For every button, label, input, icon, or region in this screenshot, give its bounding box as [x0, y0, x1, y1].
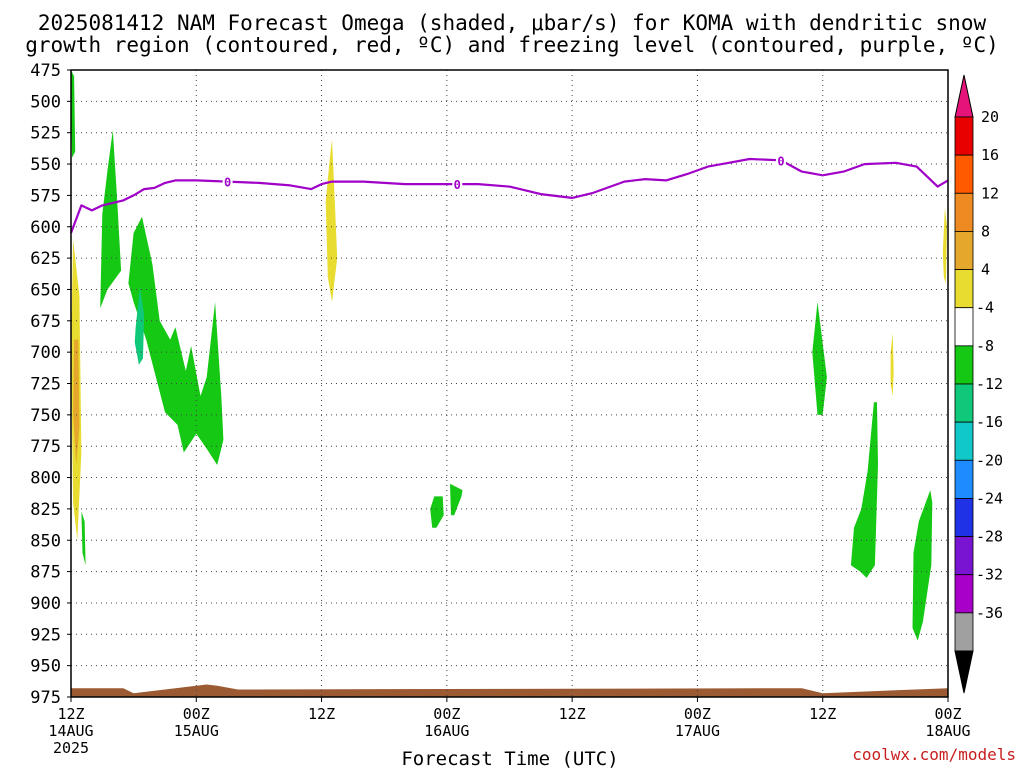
omega-region-14	[942, 207, 947, 284]
x-tick-label: 15AUG	[174, 722, 219, 740]
y-tick-label: 975	[30, 688, 61, 708]
x-tick-label: 12Z	[559, 705, 586, 723]
omega-region-12	[890, 333, 894, 396]
freezing-level-label: 0	[454, 178, 461, 192]
colorbar-top-arrow	[954, 74, 974, 118]
colorbar-swatch	[954, 459, 974, 499]
y-tick-label: 800	[30, 469, 61, 489]
colorbar-label: 4	[981, 261, 990, 279]
y-tick-label: 625	[30, 249, 61, 269]
freezing-level-label: 0	[224, 176, 231, 190]
colorbar-swatch	[954, 612, 974, 652]
colorbar-swatch	[954, 345, 974, 385]
omega-region-8	[325, 139, 338, 302]
colorbar-swatch	[954, 154, 974, 194]
x-tick-label: 16AUG	[424, 722, 469, 740]
chart-title-line1: 2025081412 NAM Forecast Omega (shaded, μ…	[38, 11, 987, 35]
colorbar-swatch	[954, 307, 974, 347]
freezing-level-line	[69, 157, 949, 234]
colorbar-swatch	[954, 498, 974, 537]
y-tick-label: 475	[30, 61, 61, 81]
omega-region-4	[100, 130, 122, 309]
x-tick-label: 17AUG	[675, 722, 720, 740]
colorbar-swatch	[954, 269, 974, 309]
y-tick-label: 750	[30, 406, 61, 426]
colorbar-label: -28	[976, 528, 1003, 546]
freezing-level-label: 0	[777, 154, 784, 168]
x-tick-label: 2025	[53, 739, 89, 757]
x-tick-label: 12Z	[308, 705, 335, 723]
omega-region-7	[430, 496, 444, 528]
y-tick-label: 550	[30, 155, 61, 175]
colorbar-bottom-arrow	[954, 650, 974, 694]
chart-title-line2: growth region (contoured, red, ºC) and f…	[25, 33, 999, 57]
y-tick-label: 725	[30, 375, 61, 395]
plot-area: 0 0 0	[69, 69, 949, 698]
colorbar-swatch	[954, 116, 974, 156]
y-tick-label: 950	[30, 657, 61, 677]
omega-region-13	[912, 490, 933, 641]
contour-label-bg	[222, 173, 233, 189]
y-tick-label: 675	[30, 312, 61, 332]
y-tick-label: 575	[30, 186, 61, 206]
colorbar-legend: 20 16 12 8 4 -4 -8 -12 -16 -20 -24 -28 -32 -36	[954, 74, 1003, 694]
colorbar-swatch	[954, 536, 974, 576]
colorbar-label: -24	[976, 489, 1003, 507]
colorbar-label: -20	[976, 451, 1003, 469]
terrain-fill	[71, 684, 948, 697]
colorbar-label: -16	[976, 413, 1003, 431]
contour-label-bg	[775, 152, 786, 168]
x-tick-label: 00Z	[433, 705, 460, 723]
y-tick-label: 600	[30, 218, 61, 238]
y-tick-label: 775	[30, 437, 61, 457]
colorbar-label: -36	[976, 604, 1003, 622]
colorbar-swatch	[954, 421, 974, 461]
omega-region-10	[812, 302, 827, 415]
x-tick-label: 00Z	[934, 705, 961, 723]
y-tick-label: 925	[30, 625, 61, 645]
x-tick-label: 00Z	[183, 705, 210, 723]
y-tick-label: 825	[30, 500, 61, 520]
y-tick-label: 850	[30, 531, 61, 551]
x-tick-label: 12Z	[57, 705, 84, 723]
x-tick-label: 14AUG	[48, 722, 93, 740]
colorbar-label: -8	[976, 337, 994, 355]
omega-region-3	[71, 70, 76, 158]
y-tick-label: 650	[30, 280, 61, 300]
y-tick-label: 875	[30, 563, 61, 583]
y-tick-label: 900	[30, 594, 61, 614]
y-axis: 475 500 525 550 575 600 625 650 675 700 725 750 775 8…	[30, 61, 71, 708]
colorbar-label: 12	[981, 184, 999, 202]
omega-region-2	[81, 511, 86, 566]
colorbar-label: -12	[976, 375, 1003, 393]
colorbar-label: -32	[976, 566, 1003, 584]
x-axis-title: Forecast Time (UTC)	[401, 748, 618, 768]
omega-region-9	[450, 483, 463, 516]
colorbar-swatch	[954, 574, 974, 614]
contour-label-bg	[452, 176, 463, 192]
colorbar-label: 8	[981, 222, 990, 240]
colorbar-swatch	[954, 383, 974, 423]
x-tick-label: 12Z	[809, 705, 836, 723]
y-tick-label: 700	[30, 343, 61, 363]
omega-region-6	[134, 286, 145, 365]
y-tick-label: 500	[30, 92, 61, 112]
x-tick-label: 00Z	[684, 705, 711, 723]
source-credit: coolwx.com/models	[852, 745, 1016, 764]
omega-region-5	[128, 216, 224, 465]
x-tick-label: 18AUG	[925, 722, 970, 740]
colorbar-swatch	[954, 192, 974, 232]
colorbar-label: 16	[981, 146, 999, 164]
colorbar-label: -4	[976, 299, 994, 317]
omega-region-1	[73, 339, 80, 465]
colorbar-swatch	[954, 231, 974, 270]
colorbar-label: 20	[981, 108, 999, 126]
y-tick-label: 525	[30, 124, 61, 144]
